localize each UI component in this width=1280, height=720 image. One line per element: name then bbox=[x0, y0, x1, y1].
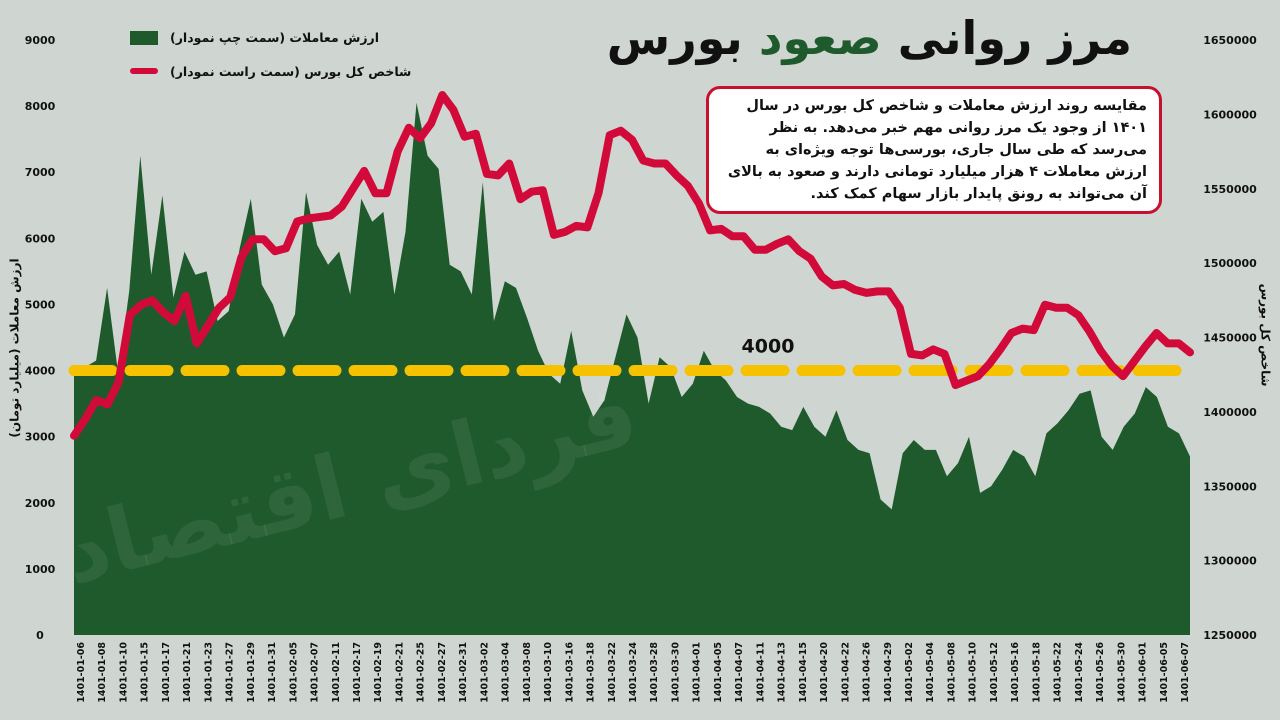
y-right-tick-label: 1300000 bbox=[1203, 555, 1257, 568]
legend: ارزش معاملات (سمت چپ نمودار) شاخص کل بور… bbox=[130, 28, 430, 88]
y-right-tick-label: 1250000 bbox=[1203, 629, 1257, 642]
x-tick-label: 1401-04-15 bbox=[798, 642, 809, 703]
x-tick-label: 1401-01-27 bbox=[225, 642, 236, 703]
y-left-tick-label: 9000 bbox=[25, 34, 56, 47]
x-tick-label: 1401-06-07 bbox=[1180, 642, 1191, 703]
x-tick-label: 1401-04-22 bbox=[840, 642, 851, 703]
x-tick-label: 1401-05-12 bbox=[989, 642, 1000, 703]
x-tick-label: 1401-03-30 bbox=[670, 642, 681, 703]
y-left-tick-label: 7000 bbox=[25, 166, 56, 179]
note-box: مقایسه روند ارزش معاملات و شاخص کل بورس … bbox=[706, 86, 1162, 214]
x-tick-label: 1401-05-24 bbox=[1074, 642, 1085, 703]
title-part-1: مرز روانی bbox=[881, 11, 1132, 65]
x-tick-label: 1401-05-08 bbox=[946, 642, 957, 703]
y-right-tick-label: 1450000 bbox=[1203, 332, 1257, 345]
y-left-tick-label: 6000 bbox=[25, 232, 56, 245]
x-tick-label: 1401-03-02 bbox=[479, 642, 490, 703]
y-left-tick-label: 8000 bbox=[25, 100, 56, 113]
y-axis-right-label-text: شاخص کل بورس bbox=[1258, 283, 1272, 387]
x-tick-label: 1401-05-22 bbox=[1053, 642, 1064, 703]
y-left-tick-label: 1000 bbox=[25, 563, 56, 576]
legend-item-index: شاخص کل بورس (سمت راست نمودار) bbox=[130, 62, 430, 84]
page-title: مرز روانی صعود بورس bbox=[572, 6, 1132, 70]
x-tick-label: 1401-04-26 bbox=[862, 642, 873, 703]
x-tick-label: 1401-01-06 bbox=[76, 642, 87, 703]
x-tick-label: 1401-04-20 bbox=[819, 642, 830, 703]
x-tick-label: 1401-03-18 bbox=[586, 642, 597, 703]
x-tick-label: 1401-02-11 bbox=[331, 642, 342, 703]
x-tick-label: 1401-01-31 bbox=[267, 642, 278, 703]
x-tick-label: 1401-05-30 bbox=[1116, 642, 1127, 703]
x-tick-label: 1401-01-23 bbox=[203, 642, 214, 703]
y-right-tick-label: 1550000 bbox=[1203, 183, 1257, 196]
y-right-tick-label: 1600000 bbox=[1203, 108, 1257, 121]
x-tick-label: 1401-05-16 bbox=[1010, 642, 1021, 703]
x-tick-label: 1401-03-22 bbox=[607, 642, 618, 703]
x-tick-label: 1401-06-05 bbox=[1159, 642, 1170, 703]
x-tick-label: 1401-01-21 bbox=[182, 642, 193, 703]
x-tick-label: 1401-04-11 bbox=[755, 642, 766, 703]
x-tick-label: 1401-03-08 bbox=[522, 642, 533, 703]
x-tick-label: 1401-03-10 bbox=[543, 642, 554, 703]
x-tick-label: 1401-05-02 bbox=[904, 642, 915, 703]
y-left-tick-label: 0 bbox=[36, 629, 44, 642]
y-right-tick-label: 1500000 bbox=[1203, 257, 1257, 270]
x-tick-label: 1401-02-17 bbox=[352, 642, 363, 703]
x-tick-label: 1401-04-01 bbox=[692, 642, 703, 703]
y-left-tick-label: 2000 bbox=[25, 497, 56, 510]
x-tick-label: 1401-03-16 bbox=[564, 642, 575, 703]
x-tick-label: 1401-02-25 bbox=[416, 642, 427, 703]
note-text: مقایسه روند ارزش معاملات و شاخص کل بورس … bbox=[727, 98, 1147, 202]
legend-label-index: شاخص کل بورس (سمت راست نمودار) bbox=[170, 64, 412, 79]
x-tick-label: 1401-03-28 bbox=[649, 642, 660, 703]
x-tick-label: 1401-06-01 bbox=[1138, 642, 1149, 703]
x-tick-label: 1401-01-29 bbox=[246, 642, 257, 703]
y-right-tick-label: 1350000 bbox=[1203, 480, 1257, 493]
title-part-3: بورس bbox=[606, 11, 759, 65]
x-tick-label: 1401-05-26 bbox=[1095, 642, 1106, 703]
legend-item-volume: ارزش معاملات (سمت چپ نمودار) bbox=[130, 28, 430, 50]
x-tick-label: 1401-01-08 bbox=[97, 642, 108, 703]
x-tick-label: 1401-01-10 bbox=[118, 642, 129, 703]
y-left-tick-label: 3000 bbox=[25, 431, 56, 444]
y-right-tick-label: 1650000 bbox=[1203, 34, 1257, 47]
x-tick-label: 1401-02-21 bbox=[394, 642, 405, 703]
x-tick-label: 1401-04-07 bbox=[734, 642, 745, 703]
x-tick-label: 1401-02-27 bbox=[437, 642, 448, 703]
threshold-label: 4000 bbox=[742, 336, 795, 358]
x-tick-label: 1401-01-15 bbox=[140, 642, 151, 703]
y-right-tick-label: 1400000 bbox=[1203, 406, 1257, 419]
x-tick-label: 1401-05-04 bbox=[925, 642, 936, 703]
x-tick-label: 1401-05-10 bbox=[968, 642, 979, 703]
x-tick-label: 1401-01-17 bbox=[161, 642, 172, 703]
y-axis-left-label-text: ارزش معاملات (میلیارد تومان) bbox=[8, 258, 23, 438]
watermark: فردای اقتصاد bbox=[52, 362, 647, 604]
legend-swatch-area bbox=[130, 31, 158, 45]
x-tick-label: 1401-05-18 bbox=[1031, 642, 1042, 703]
index-line bbox=[70, 91, 1194, 440]
x-tick-label: 1401-02-19 bbox=[373, 642, 384, 703]
x-tick-label: 1401-03-24 bbox=[628, 642, 639, 703]
x-tick-label: 1401-02-31 bbox=[458, 642, 469, 703]
y-axis-right-label: شاخص کل بورس bbox=[1252, 240, 1278, 430]
legend-label-volume: ارزش معاملات (سمت چپ نمودار) bbox=[170, 30, 379, 45]
x-tick-label: 1401-03-04 bbox=[501, 642, 512, 703]
x-tick-label: 1401-04-13 bbox=[777, 642, 788, 703]
y-axis-left-label: ارزش معاملات (میلیارد تومان) bbox=[2, 218, 28, 478]
y-left-tick-label: 4000 bbox=[25, 365, 56, 378]
x-tick-label: 1401-04-05 bbox=[713, 642, 724, 703]
x-tick-label: 1401-02-05 bbox=[288, 642, 299, 703]
y-left-tick-label: 5000 bbox=[25, 298, 56, 311]
title-part-2: صعود bbox=[758, 11, 882, 65]
x-tick-label: 1401-02-07 bbox=[310, 642, 321, 703]
legend-swatch-line bbox=[130, 68, 158, 74]
x-tick-label: 1401-04-29 bbox=[883, 642, 894, 703]
